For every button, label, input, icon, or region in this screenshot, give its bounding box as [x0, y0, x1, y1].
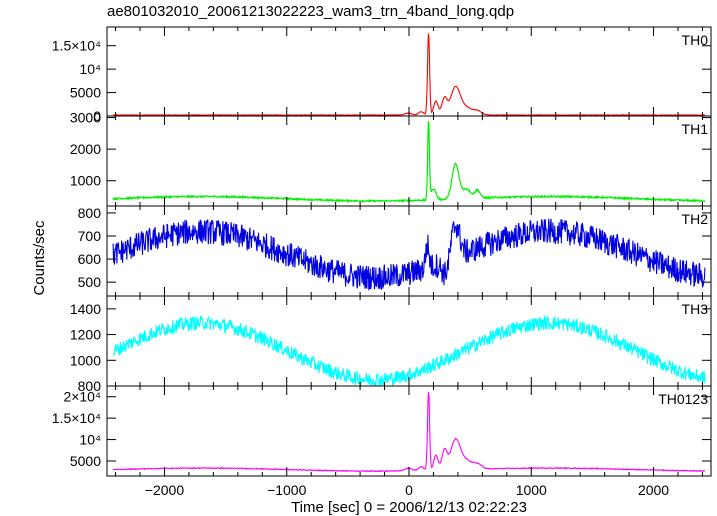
series-line-th0 — [112, 33, 706, 116]
panel-label-th3: TH3 — [682, 301, 709, 317]
y-tick-label: 3000 — [70, 110, 101, 126]
y-tick-label: 2×10⁴ — [63, 389, 101, 405]
panel-th1: 1000 2000 3000 TH1 — [70, 110, 712, 207]
x-tick-label: −2000 — [145, 482, 185, 498]
y-tick-label: 1.5×10⁴ — [52, 410, 101, 426]
y-tick-label: 0 — [93, 108, 101, 124]
y-tick-label: 1000 — [70, 173, 101, 189]
y-tick-label: 500 — [78, 274, 102, 290]
y-tick-label: 600 — [78, 251, 102, 267]
panel-frame — [106, 385, 712, 477]
panel-frame — [106, 115, 712, 207]
panel-label-th0123: TH0123 — [658, 391, 708, 407]
y-tick-label: 5000 — [70, 85, 101, 101]
x-tick-label: 1000 — [516, 482, 547, 498]
chart-title: ae801032010_20061213022223_wam3_trn_4ban… — [107, 3, 514, 20]
panel-th0123: 5000 10⁴ 1.5×10⁴ 2×10⁴ TH0123 — [52, 385, 712, 477]
x-tick-label: 2000 — [638, 482, 669, 498]
series-line-th1 — [112, 120, 706, 204]
y-tick-label: 1000 — [70, 352, 101, 368]
y-tick-label: 1400 — [70, 301, 101, 317]
y-axis-label: Counts/sec — [31, 220, 48, 296]
panel-th0: 0 5000 10⁴ 1.5×10⁴ TH0 — [52, 26, 712, 124]
panel-th2: 500 600 700 800 TH2 — [78, 205, 712, 297]
y-tick-label: 2000 — [70, 141, 101, 157]
panel-label-th0: TH0 — [682, 32, 709, 48]
y-tick-label: 10⁴ — [79, 61, 101, 77]
y-tick-label: 800 — [78, 378, 102, 394]
panel-frame — [106, 26, 712, 117]
y-tick-label: 1.5×10⁴ — [52, 38, 101, 54]
series-line-th3 — [112, 314, 706, 386]
panel-th3: 800 1000 1200 1400 TH3 — [70, 295, 712, 394]
y-tick-label: 5000 — [70, 453, 101, 469]
panel-label-th1: TH1 — [682, 121, 709, 137]
y-tick-label: 10⁴ — [79, 432, 101, 448]
series-line-th2 — [112, 218, 706, 291]
panel-label-th2: TH2 — [682, 211, 709, 227]
x-tick-label: −1000 — [267, 482, 307, 498]
series-line-th0123 — [112, 391, 706, 473]
x-axis-label: Time [sec] 0 = 2006/12/13 02:22:23 — [291, 499, 527, 516]
x-tick-label: 0 — [405, 482, 413, 498]
y-tick-label: 1200 — [70, 327, 101, 343]
y-tick-label: 700 — [78, 228, 102, 244]
y-tick-label: 800 — [78, 205, 102, 221]
